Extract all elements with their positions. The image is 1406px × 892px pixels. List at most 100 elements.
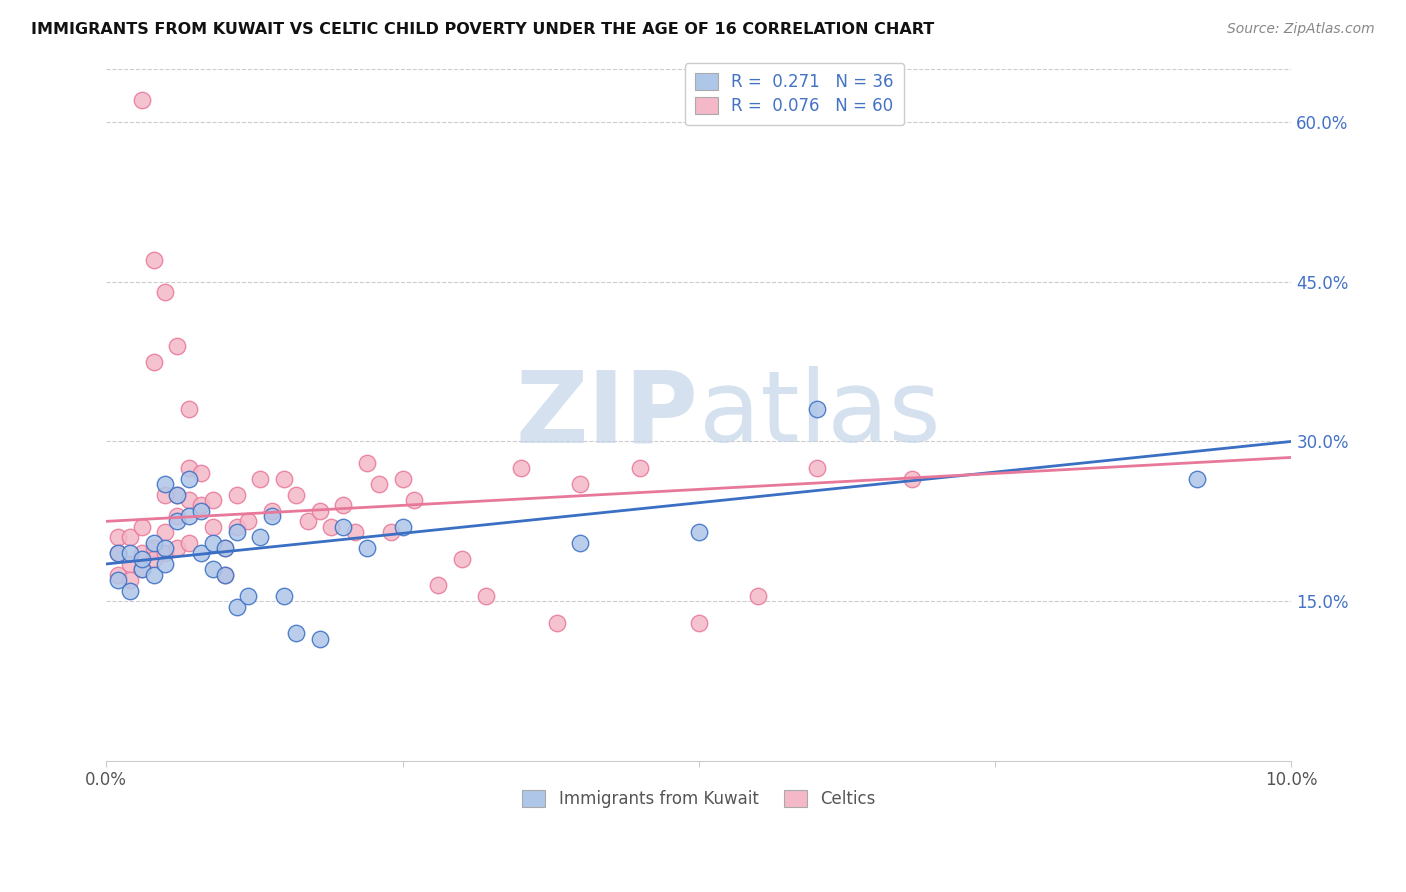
Point	[356, 541, 378, 555]
Point	[367, 477, 389, 491]
Point	[688, 615, 710, 630]
Point	[107, 546, 129, 560]
Point	[179, 535, 201, 549]
Point	[118, 530, 141, 544]
Point	[806, 402, 828, 417]
Point	[155, 488, 177, 502]
Point	[155, 557, 177, 571]
Point	[214, 541, 236, 555]
Point	[391, 519, 413, 533]
Point	[142, 253, 165, 268]
Point	[107, 567, 129, 582]
Point	[166, 514, 188, 528]
Point	[155, 524, 177, 539]
Point	[356, 456, 378, 470]
Point	[380, 524, 402, 539]
Point	[166, 338, 188, 352]
Point	[142, 567, 165, 582]
Point	[225, 524, 247, 539]
Point	[688, 524, 710, 539]
Point	[344, 524, 367, 539]
Point	[118, 583, 141, 598]
Point	[225, 599, 247, 614]
Point	[273, 472, 295, 486]
Point	[179, 493, 201, 508]
Point	[238, 514, 260, 528]
Point	[273, 589, 295, 603]
Point	[308, 632, 330, 646]
Text: atlas: atlas	[699, 367, 941, 463]
Point	[474, 589, 496, 603]
Point	[179, 461, 201, 475]
Point	[628, 461, 651, 475]
Point	[131, 551, 153, 566]
Legend: Immigrants from Kuwait, Celtics: Immigrants from Kuwait, Celtics	[516, 783, 883, 815]
Point	[131, 546, 153, 560]
Point	[179, 508, 201, 523]
Point	[284, 626, 307, 640]
Point	[214, 541, 236, 555]
Point	[225, 519, 247, 533]
Point	[166, 541, 188, 555]
Point	[249, 472, 271, 486]
Text: IMMIGRANTS FROM KUWAIT VS CELTIC CHILD POVERTY UNDER THE AGE OF 16 CORRELATION C: IMMIGRANTS FROM KUWAIT VS CELTIC CHILD P…	[31, 22, 934, 37]
Point	[166, 488, 188, 502]
Point	[142, 551, 165, 566]
Point	[166, 508, 188, 523]
Point	[155, 541, 177, 555]
Point	[546, 615, 568, 630]
Point	[249, 530, 271, 544]
Point	[262, 504, 284, 518]
Point	[118, 573, 141, 587]
Point	[190, 546, 212, 560]
Point	[131, 519, 153, 533]
Point	[391, 472, 413, 486]
Point	[131, 562, 153, 576]
Point	[806, 461, 828, 475]
Point	[107, 530, 129, 544]
Point	[155, 546, 177, 560]
Point	[427, 578, 450, 592]
Point	[179, 402, 201, 417]
Point	[131, 94, 153, 108]
Point	[404, 493, 426, 508]
Point	[201, 535, 224, 549]
Text: Source: ZipAtlas.com: Source: ZipAtlas.com	[1227, 22, 1375, 37]
Point	[510, 461, 533, 475]
Point	[155, 285, 177, 300]
Point	[214, 567, 236, 582]
Point	[118, 546, 141, 560]
Point	[179, 472, 201, 486]
Point	[190, 467, 212, 481]
Point	[569, 477, 592, 491]
Point	[569, 535, 592, 549]
Point	[1185, 472, 1208, 486]
Point	[201, 562, 224, 576]
Point	[901, 472, 924, 486]
Point	[201, 519, 224, 533]
Point	[262, 508, 284, 523]
Point	[450, 551, 472, 566]
Point	[284, 488, 307, 502]
Point	[332, 519, 354, 533]
Point	[118, 557, 141, 571]
Point	[297, 514, 319, 528]
Point	[321, 519, 343, 533]
Text: ZIP: ZIP	[516, 367, 699, 463]
Point	[238, 589, 260, 603]
Point	[166, 488, 188, 502]
Point	[107, 546, 129, 560]
Point	[201, 493, 224, 508]
Point	[142, 354, 165, 368]
Point	[225, 488, 247, 502]
Point	[214, 567, 236, 582]
Point	[190, 504, 212, 518]
Point	[308, 504, 330, 518]
Point	[142, 541, 165, 555]
Point	[332, 499, 354, 513]
Point	[155, 477, 177, 491]
Point	[142, 535, 165, 549]
Point	[107, 573, 129, 587]
Point	[747, 589, 769, 603]
Point	[190, 499, 212, 513]
